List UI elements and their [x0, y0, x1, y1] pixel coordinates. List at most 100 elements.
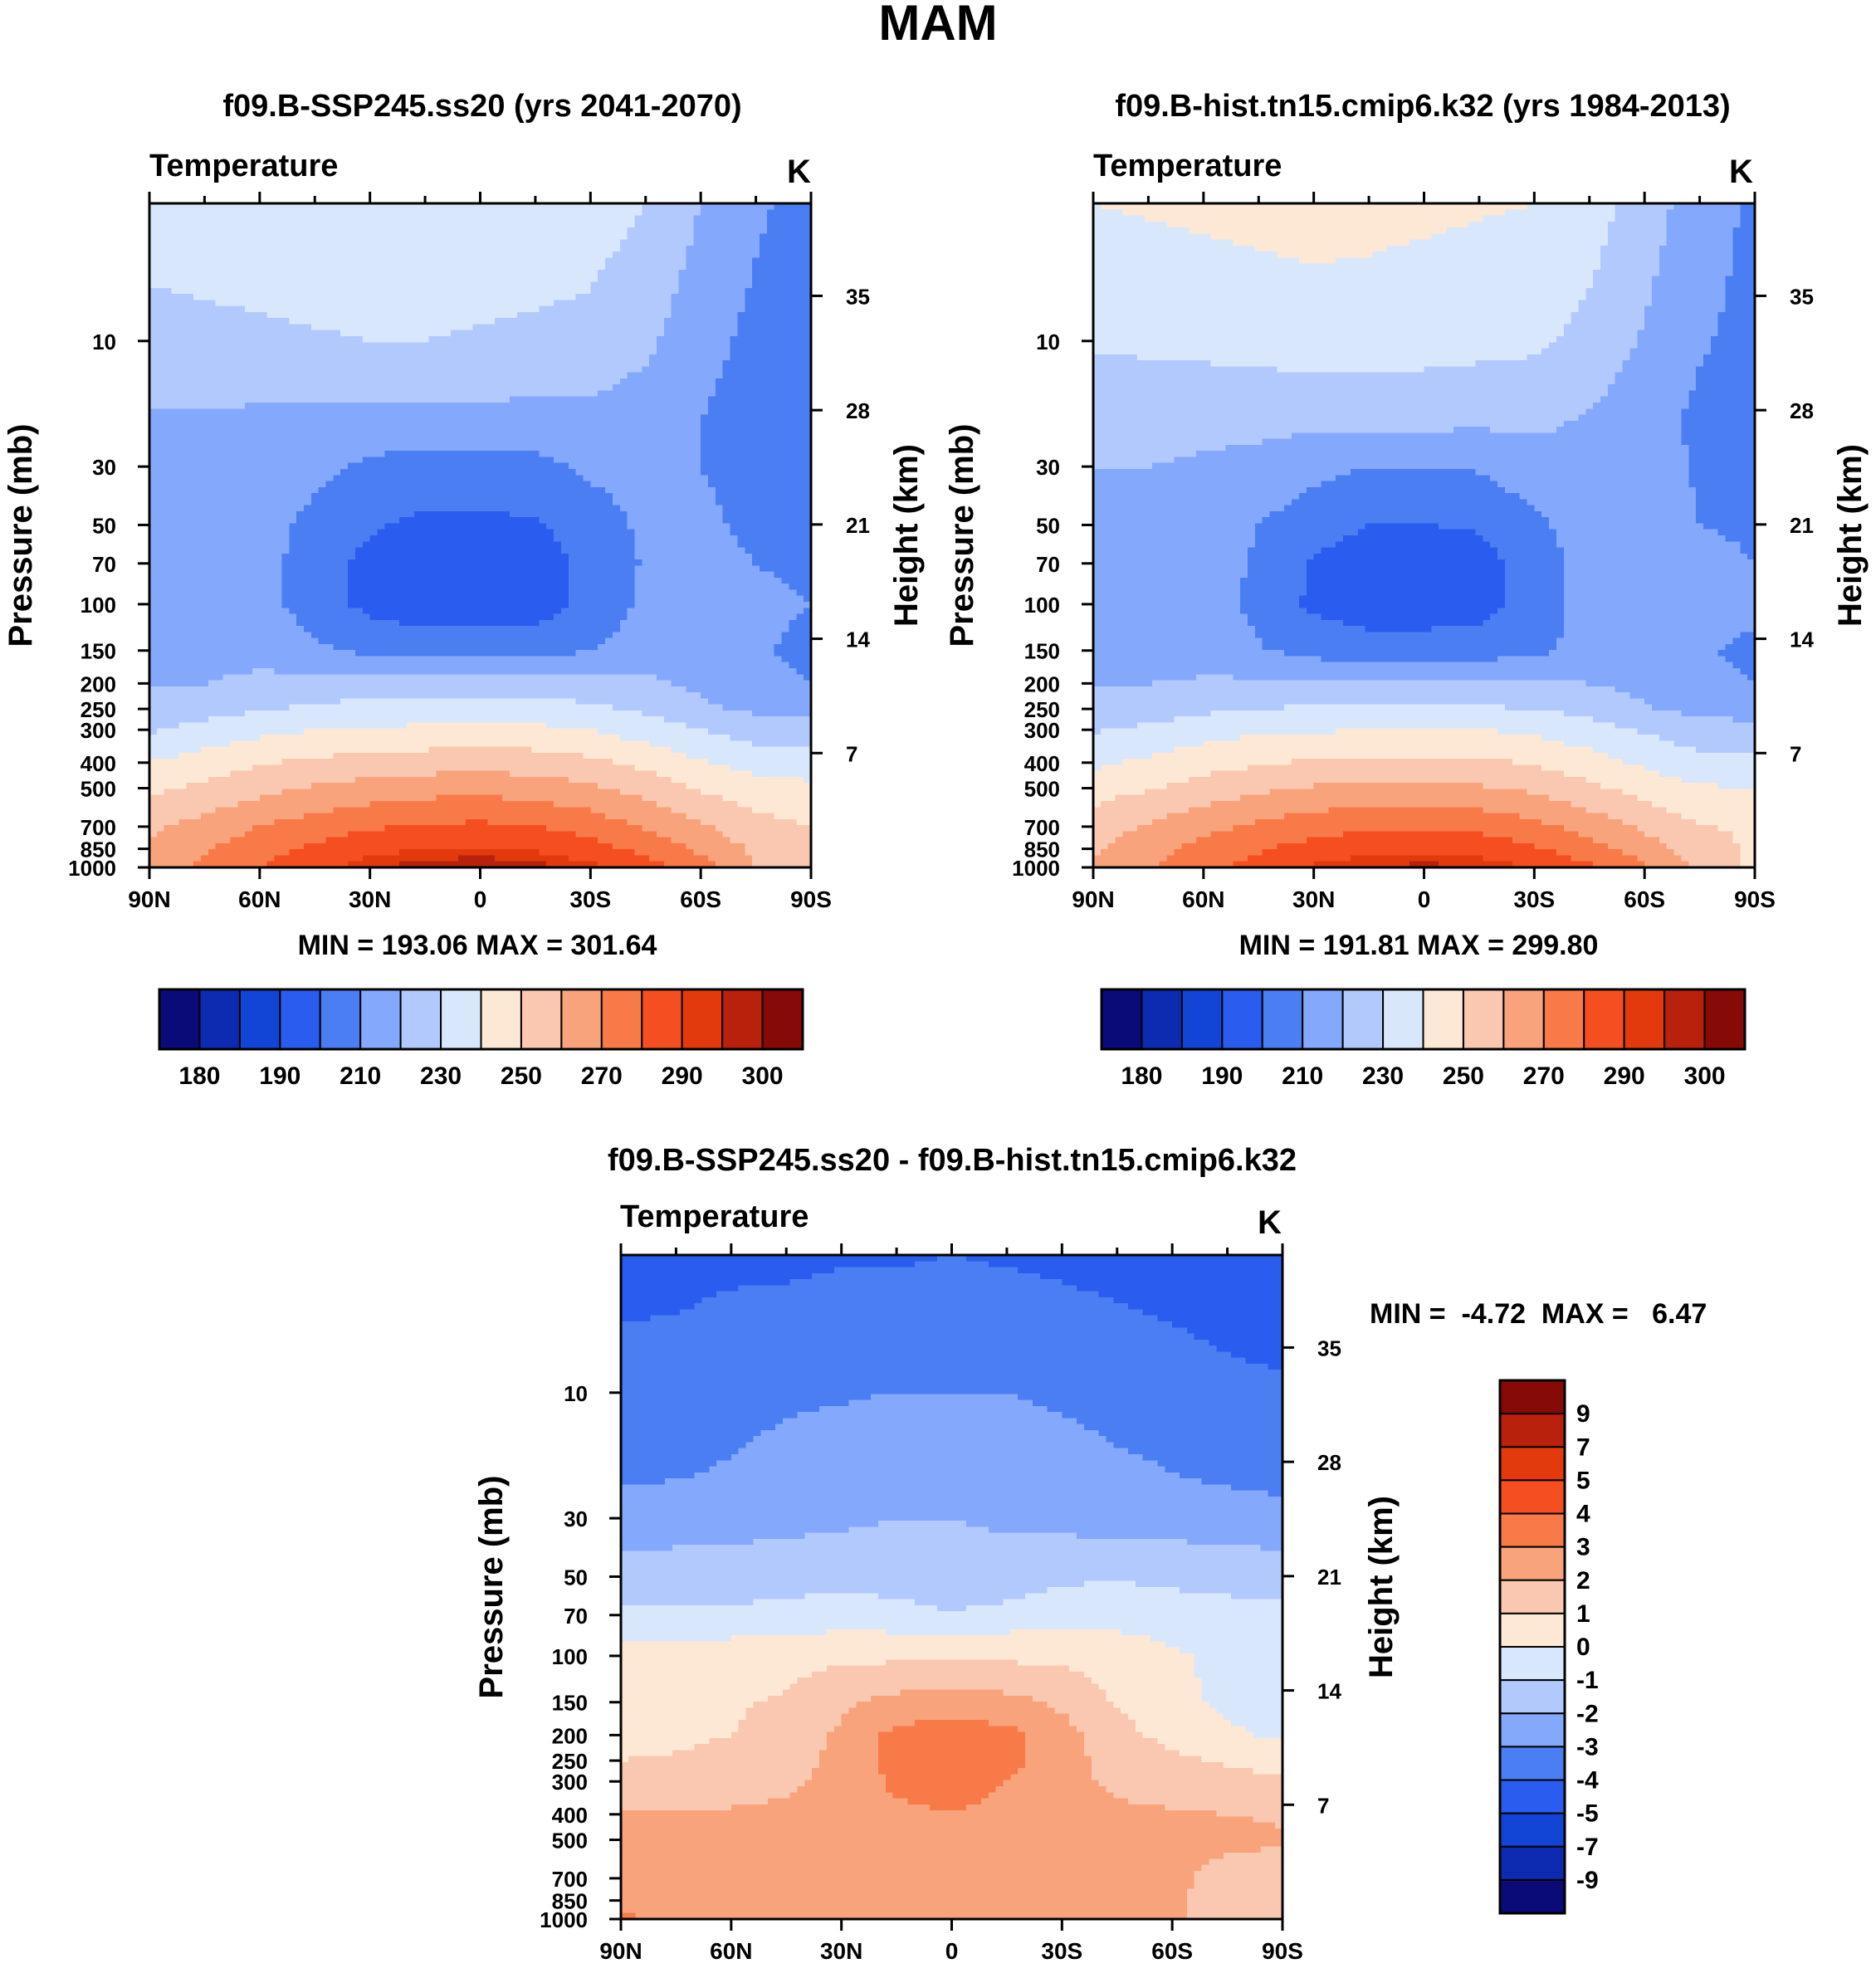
contour-cell	[1490, 475, 1689, 482]
contour-field	[621, 1255, 1283, 1920]
contour-cell	[1093, 746, 1175, 754]
contour-cell	[627, 510, 724, 518]
contour-cell	[819, 1750, 879, 1757]
contour-cell	[1083, 1737, 1159, 1745]
contour-cell	[1541, 510, 1697, 518]
contour-cell	[149, 287, 173, 295]
contour-cell	[621, 1580, 1085, 1588]
contour-cell	[149, 414, 701, 422]
contour-cell	[701, 789, 812, 796]
contour-cell	[1688, 457, 1756, 464]
contour-cell	[693, 849, 745, 857]
contour-cell	[274, 668, 797, 675]
y-tick-label: 400	[1024, 751, 1060, 776]
contour-cell	[621, 1381, 1283, 1389]
contour-cell	[149, 270, 598, 276]
contour-cell	[621, 1490, 1268, 1497]
contour-cell	[590, 481, 709, 488]
contour-plot: 90N 60N 30N 0 30S 60S 90S103050701001502002503…	[68, 192, 870, 912]
contour-cell	[760, 233, 812, 241]
contour-cell	[1652, 276, 1727, 283]
contour-cell	[877, 1737, 1026, 1745]
x-tick-label: 90N	[128, 886, 170, 912]
contour-cell	[1135, 1726, 1247, 1733]
contour-cell	[348, 462, 569, 470]
contour-cell	[1093, 451, 1197, 458]
contour-cell	[701, 432, 812, 440]
contour-cell	[465, 818, 488, 826]
colorbar-label: -3	[1576, 1733, 1599, 1761]
y-tick-label: 1000	[68, 856, 116, 881]
contour-cell	[1201, 1683, 1283, 1691]
contour-cell	[1644, 764, 1756, 772]
contour-cell	[877, 1731, 1026, 1739]
contour-cell	[1328, 807, 1483, 814]
contour-cell	[701, 457, 812, 464]
contour-cell	[1593, 403, 1689, 409]
contour-cell	[1652, 300, 1727, 307]
contour-cell	[1093, 257, 1300, 265]
colorbar-swatch	[159, 989, 201, 1050]
contour-cell	[1210, 831, 1344, 838]
contour-cell	[149, 403, 246, 409]
contour-cell	[1113, 1442, 1283, 1449]
contour-cell	[348, 602, 569, 608]
contour-cell	[149, 233, 628, 241]
contour-cell	[1121, 1707, 1217, 1715]
contour-cell	[1254, 541, 1336, 549]
colorbar-label: 180	[1121, 1062, 1162, 1090]
contour-cell	[1093, 710, 1212, 717]
contour-cell	[936, 1604, 967, 1612]
contour-cell	[1336, 541, 1491, 549]
contour-cell	[1093, 565, 1248, 573]
contour-cell	[1209, 1339, 1283, 1346]
contour-cell	[1093, 324, 1565, 331]
contour-cell	[149, 462, 349, 470]
contour-cell	[1093, 384, 1609, 392]
contour-cell	[730, 1454, 1144, 1461]
contour-cell	[1106, 1695, 1203, 1702]
contour-cell	[149, 239, 621, 247]
contour-cell	[1563, 608, 1756, 615]
colorbar-label: 230	[1362, 1062, 1404, 1090]
contour-cell	[1717, 311, 1756, 319]
contour-cell	[621, 1436, 754, 1443]
contour-cell	[1717, 318, 1756, 325]
height-tick-label: 28	[1790, 398, 1814, 423]
x-tick-label: 90S	[790, 886, 832, 912]
contour-cell	[149, 662, 790, 669]
contour-cell	[1519, 493, 1697, 500]
contour-cell	[737, 801, 812, 808]
contour-cell	[621, 1478, 666, 1485]
contour-cell	[1186, 1327, 1283, 1335]
contour-cell	[1673, 740, 1756, 748]
contour-cell	[1717, 825, 1756, 832]
contour-cell	[554, 300, 672, 307]
contour-cell	[1725, 287, 1756, 295]
contour-cell	[310, 783, 598, 790]
y-tick-label: 700	[81, 815, 116, 840]
contour-cell	[428, 336, 657, 343]
contour-cell	[826, 1665, 1070, 1673]
contour-cell	[621, 1526, 850, 1534]
contour-cell	[333, 752, 584, 759]
contour-cell	[1615, 209, 1668, 217]
contour-cell	[1186, 1907, 1283, 1914]
contour-cell	[1093, 626, 1256, 632]
contour-cell	[1696, 746, 1756, 754]
contour-cell	[1174, 849, 1263, 857]
contour-cell	[671, 311, 739, 319]
contour-cell	[612, 759, 709, 765]
contour-cell	[568, 571, 636, 579]
height-tick-label: 7	[846, 741, 857, 766]
contour-cell	[693, 221, 768, 228]
contour-cell	[1747, 553, 1756, 560]
contour-cell	[1093, 529, 1256, 536]
contour-cell	[436, 770, 511, 778]
contour-cell	[340, 698, 577, 706]
contour-cell	[722, 366, 812, 374]
contour-cell	[178, 752, 334, 759]
contour-cell	[745, 300, 812, 307]
contour-cell	[774, 813, 812, 820]
contour-cell	[621, 1569, 1283, 1576]
